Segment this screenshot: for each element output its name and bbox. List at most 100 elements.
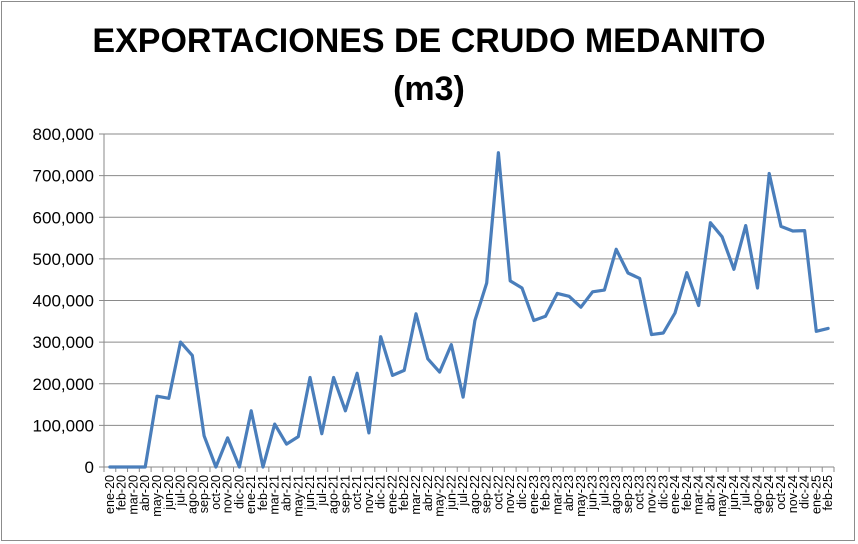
x-tick-label: nov-23 bbox=[645, 475, 659, 513]
x-tick-label: ago-23 bbox=[609, 475, 623, 514]
y-tick-label: 0 bbox=[85, 458, 94, 477]
x-tick-label: oct-20 bbox=[209, 475, 223, 510]
x-tick-label: sep-24 bbox=[762, 475, 776, 513]
x-tick-label: jun-24 bbox=[727, 475, 741, 511]
x-tick-label: ago-24 bbox=[750, 475, 764, 514]
data-point bbox=[414, 312, 418, 316]
data-point bbox=[191, 354, 194, 357]
data-point bbox=[744, 224, 747, 227]
x-tick-label: jun-21 bbox=[303, 475, 317, 511]
data-point bbox=[591, 290, 594, 293]
x-tick-label: ago-22 bbox=[468, 475, 482, 514]
data-point bbox=[438, 370, 441, 374]
x-tick-label: abr-22 bbox=[421, 475, 435, 511]
x-tick-label: nov-22 bbox=[503, 475, 517, 513]
x-tick-label: ene-23 bbox=[527, 475, 541, 514]
data-point bbox=[685, 271, 689, 274]
data-point bbox=[709, 221, 712, 224]
x-tick-label: feb-21 bbox=[256, 475, 270, 510]
data-point bbox=[132, 465, 135, 469]
x-tick-label: jun-20 bbox=[162, 475, 176, 511]
data-point bbox=[650, 333, 653, 336]
x-tick-label: abr-21 bbox=[280, 475, 294, 511]
data-point bbox=[497, 151, 500, 154]
chart-title: EXPORTACIONES DE CRUDO MEDANITO bbox=[92, 22, 766, 60]
data-point bbox=[579, 305, 583, 309]
x-tick-label: dic-20 bbox=[232, 475, 246, 509]
data-point bbox=[473, 319, 477, 322]
x-tick-label: jul-20 bbox=[174, 475, 188, 507]
data-point bbox=[355, 372, 359, 375]
data-point bbox=[662, 331, 665, 335]
data-point bbox=[344, 409, 347, 413]
data-point bbox=[732, 268, 736, 271]
x-tick-label: sep-20 bbox=[197, 475, 211, 513]
data-point bbox=[261, 465, 265, 469]
data-point bbox=[697, 304, 700, 307]
data-point bbox=[532, 319, 535, 322]
x-tick-label: jul-22 bbox=[456, 475, 470, 507]
x-tick-label: mar-20 bbox=[126, 475, 140, 515]
x-tick-label: feb-22 bbox=[397, 475, 411, 510]
x-tick-label: nov-20 bbox=[221, 475, 235, 513]
data-point bbox=[238, 465, 241, 469]
x-tick-label: ago-21 bbox=[327, 475, 341, 514]
x-tick-label: dic-22 bbox=[515, 475, 529, 509]
data-point bbox=[379, 335, 382, 338]
x-tick-label: sep-23 bbox=[621, 475, 635, 513]
x-tick-label: dic-21 bbox=[374, 475, 388, 509]
data-point bbox=[450, 343, 453, 346]
data-point bbox=[155, 395, 159, 398]
data-point bbox=[214, 465, 218, 469]
data-point bbox=[202, 434, 206, 437]
x-tick-label: nov-24 bbox=[786, 475, 800, 513]
data-point bbox=[826, 327, 830, 330]
data-point bbox=[308, 376, 312, 379]
data-point bbox=[108, 465, 112, 469]
x-tick-label: nov-21 bbox=[362, 475, 376, 513]
x-tick-label: may-24 bbox=[715, 475, 729, 517]
x-tick-label: jul-23 bbox=[597, 475, 611, 507]
x-tick-label: may-20 bbox=[150, 475, 164, 517]
x-tick-label: oct-24 bbox=[774, 475, 788, 510]
x-tick-label: mar-22 bbox=[409, 475, 423, 515]
x-tick-label: ene-21 bbox=[244, 475, 258, 514]
data-point bbox=[426, 357, 429, 360]
x-tick-label: abr-24 bbox=[703, 475, 717, 511]
x-tick-label: dic-24 bbox=[798, 475, 812, 509]
x-tick-label: ene-20 bbox=[103, 475, 117, 514]
data-point bbox=[332, 376, 335, 379]
x-tick-label: ene-22 bbox=[385, 475, 399, 514]
x-tick-label: mar-23 bbox=[550, 475, 564, 515]
data-point bbox=[720, 235, 724, 239]
data-point bbox=[803, 229, 806, 232]
x-tick-label: feb-24 bbox=[680, 475, 694, 510]
data-point bbox=[273, 422, 276, 426]
data-point bbox=[567, 295, 571, 298]
y-tick-label: 100,000 bbox=[33, 416, 94, 435]
data-point bbox=[167, 397, 170, 400]
x-tick-label: sep-21 bbox=[338, 475, 352, 513]
data-point bbox=[556, 292, 559, 295]
x-tick-label: jun-22 bbox=[444, 475, 458, 511]
y-tick-label: 400,000 bbox=[33, 292, 94, 311]
x-tick-label: feb-20 bbox=[115, 475, 129, 510]
data-point bbox=[367, 431, 371, 435]
y-tick-label: 700,000 bbox=[33, 167, 94, 186]
x-tick-label: abr-20 bbox=[138, 475, 152, 511]
data-point bbox=[320, 432, 324, 435]
chart-subtitle-unit: (m3) bbox=[393, 70, 465, 108]
x-tick-label: abr-23 bbox=[562, 475, 576, 511]
data-point bbox=[391, 374, 394, 377]
data-point bbox=[638, 277, 641, 280]
series-group bbox=[108, 151, 830, 469]
data-point bbox=[673, 311, 677, 315]
data-point bbox=[756, 286, 759, 290]
x-tick-label: dic-23 bbox=[656, 475, 670, 509]
gridlines bbox=[104, 133, 834, 426]
x-tick-label: sep-22 bbox=[480, 475, 494, 513]
y-tick-label: 800,000 bbox=[33, 125, 94, 144]
data-point bbox=[144, 465, 147, 469]
y-axis: 0 100,000 200,000 300,000 400,000 500,000 600,… bbox=[33, 125, 105, 477]
